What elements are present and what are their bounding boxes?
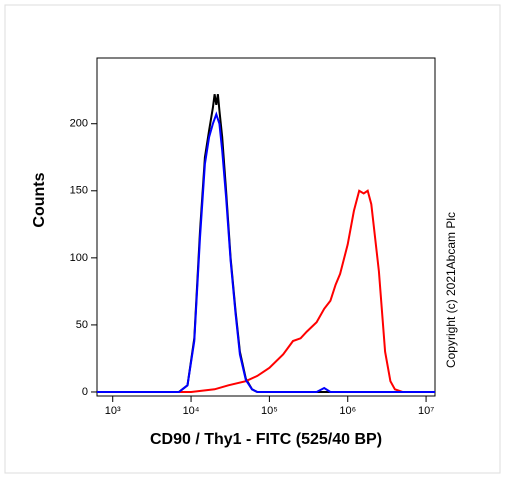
plot-area	[96, 57, 436, 397]
y-tick-label: 50	[76, 319, 88, 331]
x-tick-label: 10⁷	[418, 405, 434, 417]
y-axis-label: Counts	[31, 172, 48, 227]
series-line	[97, 111, 435, 393]
y-tick-label: 200	[70, 118, 88, 130]
y-tick-label: 0	[82, 386, 88, 398]
y-tick-label: 150	[70, 185, 88, 197]
x-tick-label: 10⁴	[183, 405, 200, 417]
x-tick-label: 10⁵	[261, 405, 278, 417]
y-tick-label: 100	[70, 252, 88, 264]
x-tick-label: 10⁶	[339, 405, 356, 417]
x-tick-label: 10³	[105, 405, 121, 417]
series-line	[97, 189, 435, 393]
x-axis-label: CD90 / Thy1 - FITC (525/40 BP)	[150, 431, 382, 448]
copyright: Copyright (c) 2021Abcam Plc	[444, 212, 458, 368]
frame	[4, 4, 501, 474]
